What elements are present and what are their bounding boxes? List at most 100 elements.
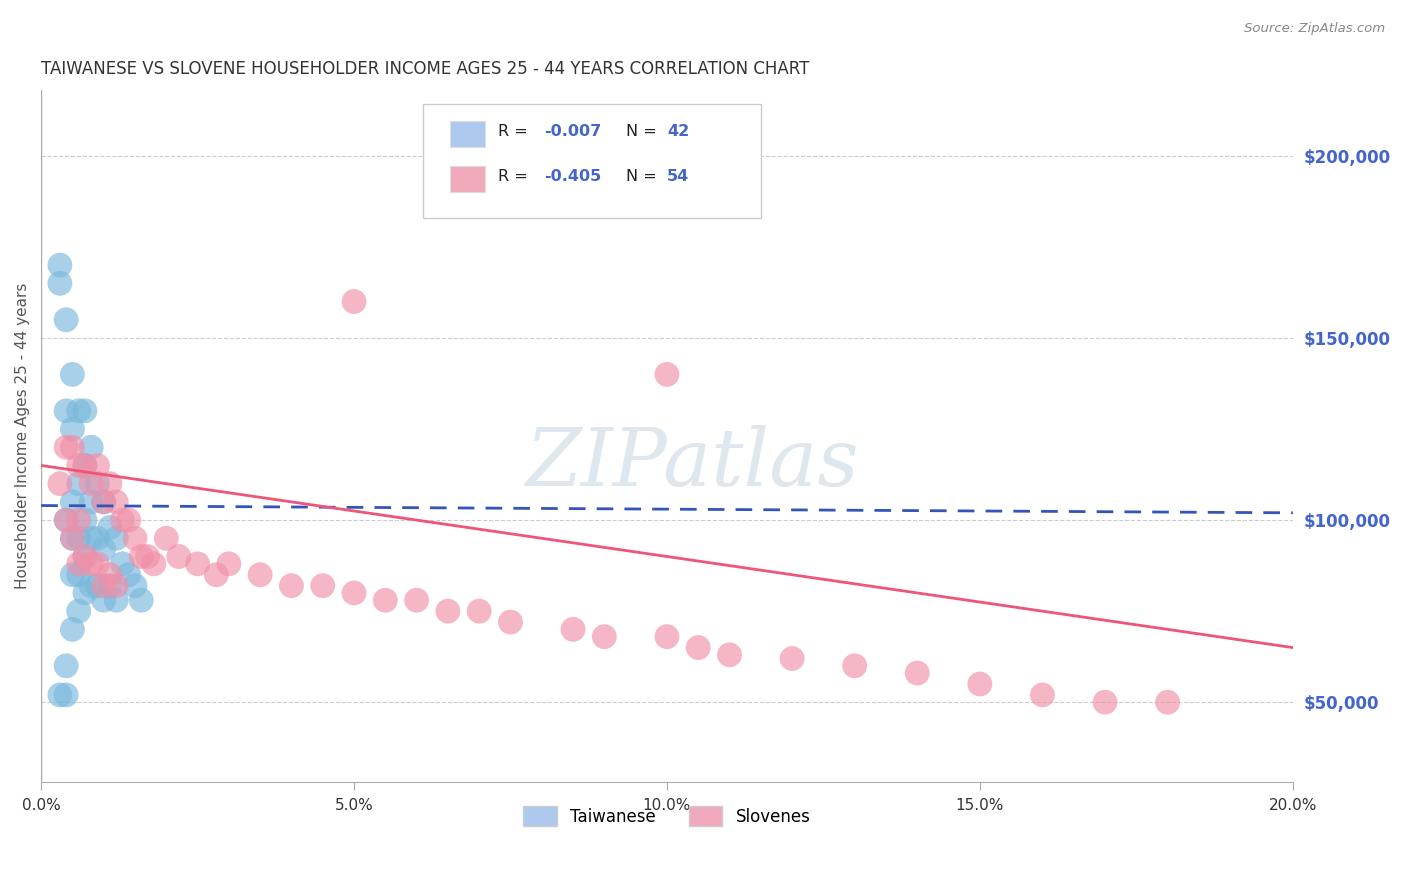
Point (155, 531, 177, 545)
Point (105, 495, 128, 509)
Point (60, 567, 83, 582)
Point (905, 666, 928, 681)
Point (98, 476, 121, 491)
Point (655, 368, 678, 382)
Point (60, 531, 83, 545)
Point (60, 422, 83, 436)
Point (73, 458, 96, 473)
Point (312, 579, 335, 593)
Point (718, 648, 741, 662)
Point (105, 593, 128, 607)
Point (86, 579, 108, 593)
Point (60, 368, 83, 382)
Point (80, 440, 103, 454)
Point (129, 549, 152, 564)
Point (86, 531, 108, 545)
Point (593, 630, 616, 644)
Point (1031, 688, 1053, 702)
Point (49, 258, 72, 272)
Text: N =: N = (626, 124, 661, 139)
Point (60, 440, 83, 454)
Point (93, 593, 115, 607)
Point (105, 579, 128, 593)
Point (405, 593, 427, 607)
Point (55, 440, 77, 454)
Point (93, 495, 115, 509)
Point (67, 531, 90, 545)
Point (98, 520, 121, 534)
Point (562, 623, 585, 637)
Point (437, 604, 460, 618)
Point (55, 312, 77, 326)
Text: Source: ZipAtlas.com: Source: ZipAtlas.com (1244, 22, 1385, 36)
Point (205, 567, 228, 582)
Point (86, 458, 108, 473)
Text: R =: R = (498, 124, 533, 139)
Point (73, 458, 96, 473)
Point (73, 549, 96, 564)
Point (124, 579, 146, 593)
Point (142, 557, 165, 571)
Point (73, 513, 96, 527)
Text: -0.007: -0.007 (544, 124, 602, 139)
Point (136, 549, 159, 564)
Point (780, 651, 803, 665)
Point (49, 476, 72, 491)
Point (1156, 695, 1178, 709)
Point (249, 567, 271, 582)
Point (67, 476, 90, 491)
Text: ZIPatlas: ZIPatlas (526, 425, 859, 503)
Point (55, 404, 77, 418)
Point (969, 677, 991, 691)
Point (93, 579, 115, 593)
Point (468, 604, 491, 618)
Point (105, 531, 128, 545)
Point (80, 495, 103, 509)
Point (49, 277, 72, 291)
Point (80, 476, 103, 491)
Point (55, 513, 77, 527)
Point (60, 495, 83, 509)
Point (60, 623, 83, 637)
Point (49, 688, 72, 702)
Point (124, 531, 146, 545)
Point (67, 557, 90, 571)
Point (67, 513, 90, 527)
FancyBboxPatch shape (423, 104, 761, 219)
Point (187, 557, 209, 571)
Point (86, 476, 108, 491)
Point (343, 294, 366, 309)
Point (80, 531, 103, 545)
Point (688, 640, 710, 655)
Point (67, 567, 90, 582)
Point (55, 513, 77, 527)
Point (80, 579, 103, 593)
Point (118, 567, 141, 582)
Point (67, 604, 90, 618)
Point (73, 549, 96, 564)
Point (129, 593, 152, 607)
Point (374, 593, 396, 607)
Point (111, 557, 134, 571)
Point (60, 531, 83, 545)
Point (93, 495, 115, 509)
Point (86, 557, 108, 571)
Point (844, 658, 866, 673)
Point (73, 404, 96, 418)
Point (111, 513, 134, 527)
Point (499, 615, 522, 629)
FancyBboxPatch shape (450, 166, 485, 192)
Point (1094, 695, 1116, 709)
Text: N =: N = (626, 169, 661, 185)
Point (67, 458, 90, 473)
Point (280, 579, 302, 593)
Legend: Taiwanese, Slovenes: Taiwanese, Slovenes (516, 799, 817, 833)
Point (343, 586, 366, 600)
Text: TAIWANESE VS SLOVENE HOUSEHOLDER INCOME AGES 25 - 44 YEARS CORRELATION CHART: TAIWANESE VS SLOVENE HOUSEHOLDER INCOME … (41, 60, 810, 78)
Point (655, 630, 678, 644)
Y-axis label: Householder Income Ages 25 - 44 years: Householder Income Ages 25 - 44 years (15, 283, 30, 590)
Text: R =: R = (498, 169, 533, 185)
Point (55, 688, 77, 702)
Point (93, 542, 115, 557)
Point (118, 513, 141, 527)
